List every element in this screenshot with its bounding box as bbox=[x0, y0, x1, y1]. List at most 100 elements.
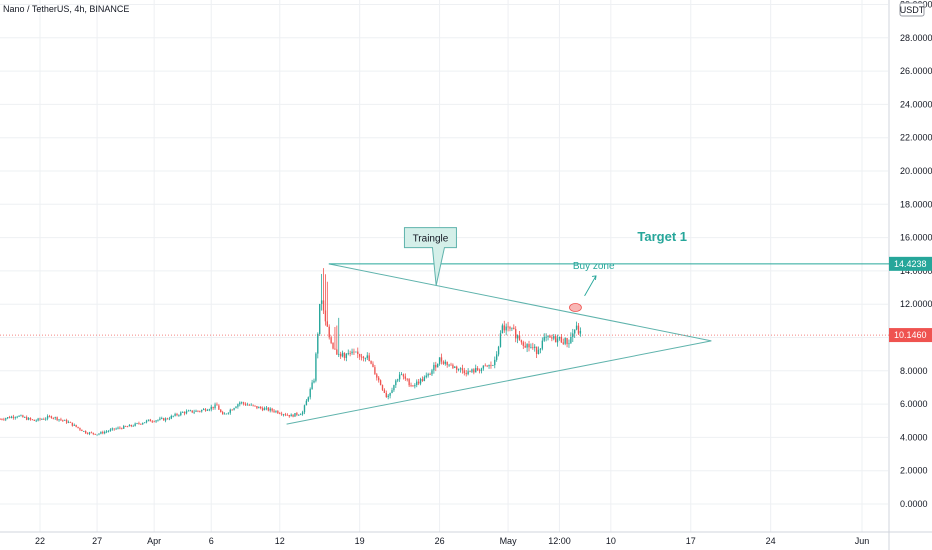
candle bbox=[294, 413, 296, 417]
candle bbox=[50, 416, 53, 419]
candle bbox=[62, 419, 64, 421]
candle bbox=[417, 381, 420, 384]
candle bbox=[235, 406, 237, 409]
time-tick-label: 10 bbox=[606, 536, 616, 546]
candle bbox=[376, 374, 378, 378]
candle bbox=[220, 409, 222, 413]
candle bbox=[494, 359, 496, 366]
candle bbox=[168, 418, 171, 420]
candle bbox=[35, 420, 37, 422]
candle bbox=[182, 412, 184, 413]
candle bbox=[189, 410, 192, 412]
candle bbox=[296, 413, 298, 415]
currency-badge[interactable]: USDT bbox=[899, 2, 925, 17]
buy-zone-arrow[interactable] bbox=[584, 275, 597, 297]
candle bbox=[547, 335, 549, 337]
candle bbox=[518, 335, 521, 341]
time-tick-label: 24 bbox=[766, 536, 776, 546]
time-tick-label: 22 bbox=[35, 536, 45, 546]
candle bbox=[161, 418, 163, 419]
triangle-callout[interactable]: Traingle bbox=[403, 227, 457, 286]
candle bbox=[535, 346, 538, 354]
candle bbox=[503, 325, 505, 331]
candle bbox=[81, 429, 83, 432]
time-axis[interactable]: 22 27 Apr 6 12 19 26 May 12:00 10 17 24 Jun bbox=[35, 536, 869, 546]
candle bbox=[366, 355, 368, 359]
currency-badge-box bbox=[899, 2, 925, 17]
candle bbox=[554, 336, 557, 343]
buy-zone-marker[interactable] bbox=[569, 303, 582, 312]
candle bbox=[545, 336, 547, 338]
candle bbox=[46, 416, 49, 419]
candle bbox=[374, 367, 376, 375]
candle bbox=[353, 351, 355, 353]
grid bbox=[0, 0, 888, 532]
time-tick-label: Apr bbox=[147, 536, 161, 546]
candle bbox=[115, 428, 117, 430]
candle bbox=[473, 369, 475, 373]
candle bbox=[102, 432, 104, 434]
candle bbox=[1, 419, 3, 420]
candle bbox=[187, 410, 190, 412]
candle bbox=[48, 416, 51, 417]
candle bbox=[18, 415, 20, 417]
candle bbox=[476, 368, 479, 371]
candle bbox=[242, 402, 245, 404]
candle bbox=[313, 380, 315, 383]
candle bbox=[562, 342, 564, 344]
time-tick-label: 26 bbox=[435, 536, 445, 546]
candle bbox=[121, 428, 123, 429]
price-tick-label: 4.0000 bbox=[900, 432, 928, 442]
candle bbox=[322, 300, 325, 311]
price-tick-label: 18.0000 bbox=[900, 199, 932, 209]
candle bbox=[147, 419, 150, 421]
candle bbox=[324, 310, 327, 322]
price-axis-label[interactable]: 10.1460 bbox=[889, 328, 932, 343]
candle bbox=[27, 417, 30, 420]
candle bbox=[522, 342, 524, 346]
candle bbox=[113, 428, 115, 430]
candle bbox=[107, 430, 110, 432]
candle bbox=[301, 412, 304, 415]
candle bbox=[393, 385, 395, 391]
candle bbox=[509, 327, 511, 329]
candle bbox=[3, 419, 5, 421]
candle bbox=[570, 337, 572, 344]
triangle-upper-line[interactable] bbox=[328, 263, 712, 342]
candle bbox=[288, 414, 290, 417]
candle bbox=[347, 353, 349, 354]
candle bbox=[516, 335, 519, 339]
candle bbox=[157, 419, 159, 421]
candle bbox=[29, 417, 32, 420]
candle bbox=[459, 368, 462, 370]
price-tick-label: 14.0000 bbox=[900, 266, 932, 276]
time-tick-label: 17 bbox=[686, 536, 696, 546]
price-axis-label-box bbox=[889, 328, 932, 343]
candle bbox=[164, 418, 167, 421]
candle bbox=[404, 376, 407, 379]
candle bbox=[282, 414, 285, 416]
candle bbox=[572, 333, 574, 338]
candle bbox=[397, 379, 399, 381]
candle bbox=[105, 431, 108, 433]
price-tick-label: 8.0000 bbox=[900, 366, 928, 376]
candle bbox=[229, 409, 231, 413]
candle bbox=[43, 419, 45, 420]
candle bbox=[463, 370, 466, 374]
candle bbox=[549, 335, 551, 338]
candle bbox=[176, 413, 178, 416]
candle bbox=[265, 407, 268, 409]
triangle-lower-line[interactable] bbox=[286, 340, 712, 425]
candle bbox=[174, 413, 176, 416]
candle bbox=[52, 418, 55, 419]
price-axis-label[interactable]: 14.4238 bbox=[889, 256, 932, 271]
candle bbox=[558, 336, 561, 339]
candle bbox=[284, 414, 287, 416]
candle bbox=[568, 343, 570, 345]
candle bbox=[201, 409, 203, 412]
candle bbox=[100, 432, 102, 434]
candle bbox=[440, 357, 443, 362]
candle bbox=[355, 351, 357, 353]
